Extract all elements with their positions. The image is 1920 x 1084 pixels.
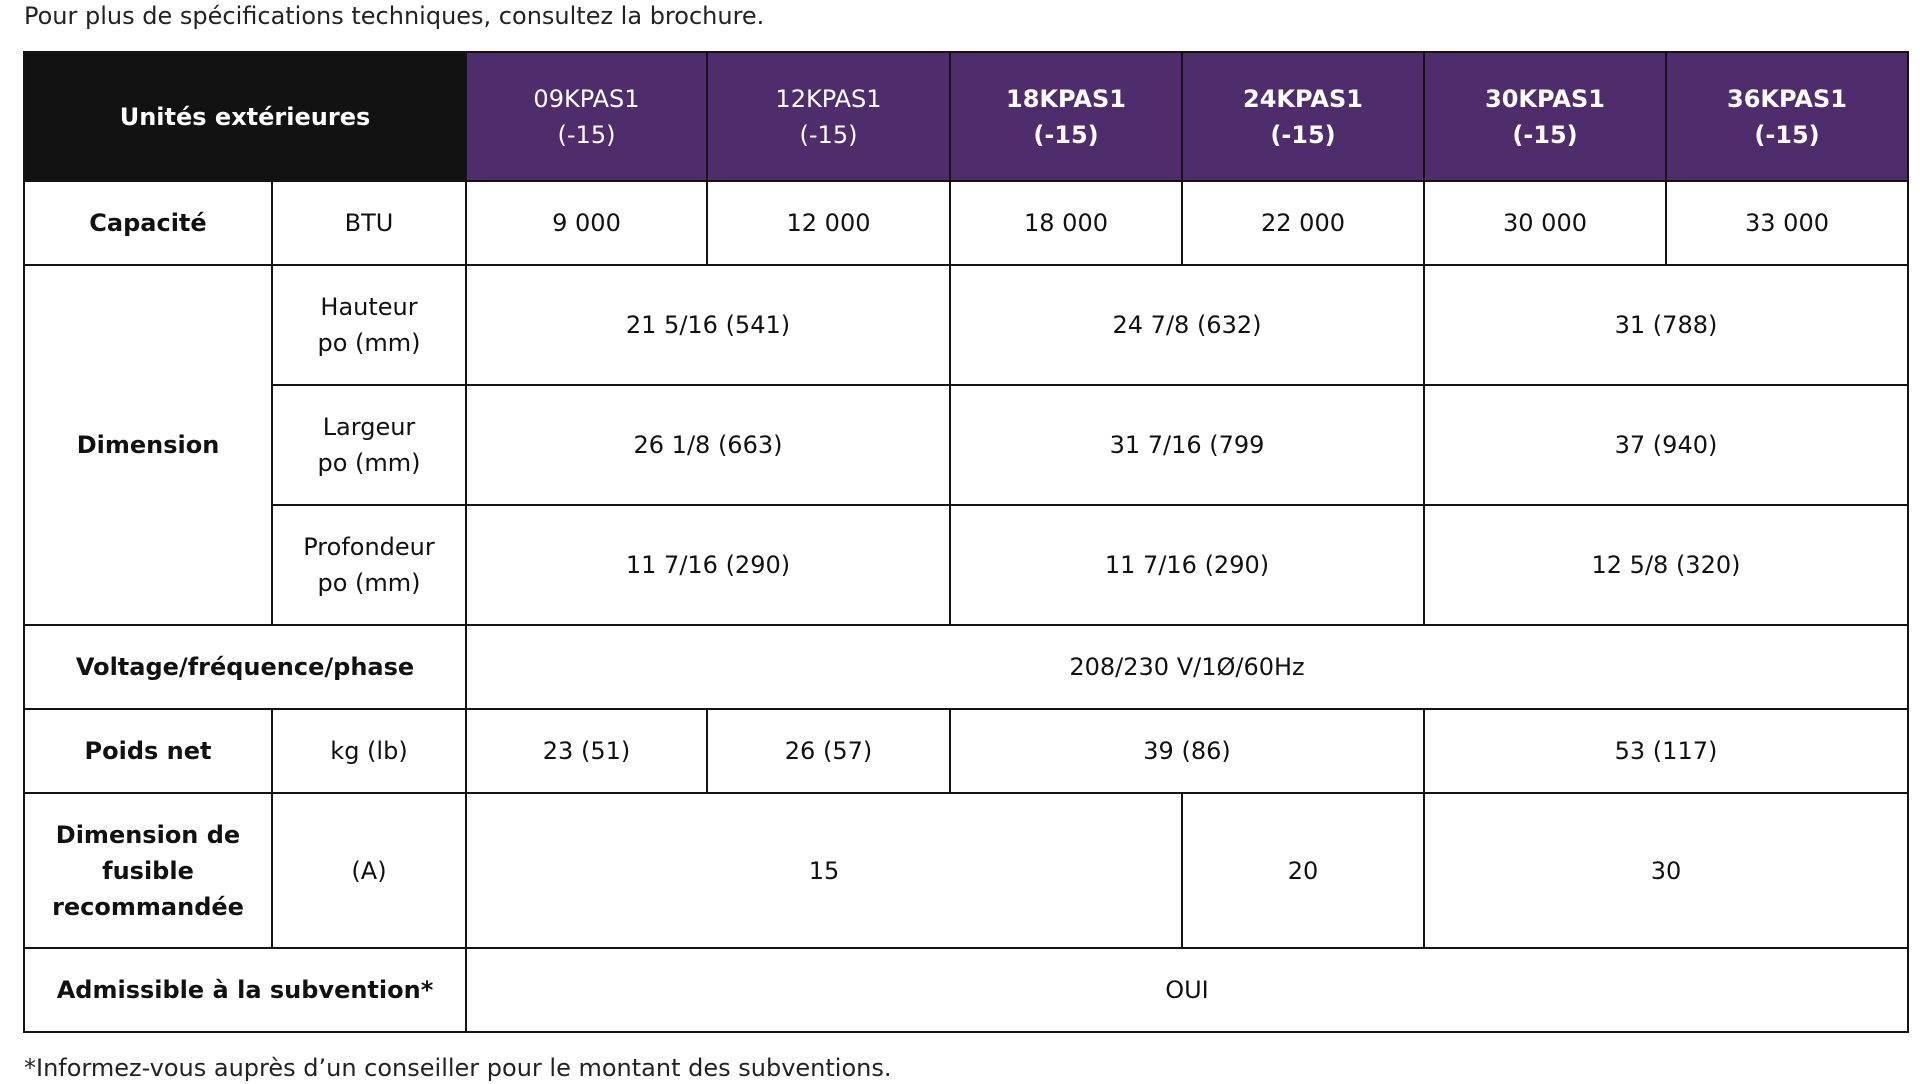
capacity-row: Capacité BTU 9 000 12 000 18 000 22 000 … xyxy=(23,180,1909,266)
model-header: 30KPAS1 (-15) xyxy=(1423,51,1667,182)
spec-table: Unités extérieures 09KPAS1 (-15) 12KPAS1… xyxy=(23,51,1909,1033)
row-label: Dimension xyxy=(23,264,273,626)
model-suffix: (-15) xyxy=(799,120,858,149)
unit-line: Profondeur xyxy=(303,533,435,561)
header-corner: Unités extérieures xyxy=(23,51,467,182)
model-header: 09KPAS1 (-15) xyxy=(465,51,708,182)
table-cell: 12 000 xyxy=(706,180,951,266)
footnote: *Informez-vous auprès d’un conseiller po… xyxy=(24,1054,892,1082)
unit-line: po (mm) xyxy=(317,449,421,477)
model-header: 18KPAS1 (-15) xyxy=(949,51,1183,182)
table-cell: 53 (117) xyxy=(1423,708,1909,794)
model-name: 30KPAS1 xyxy=(1485,84,1605,113)
model-suffix: (-15) xyxy=(1754,120,1820,149)
model-name: 12KPAS1 xyxy=(775,84,882,113)
model-name: 24KPAS1 xyxy=(1243,84,1363,113)
table-cell: 33 000 xyxy=(1665,180,1909,266)
row-unit: BTU xyxy=(271,180,467,266)
subsidy-row: Admissible à la subvention* OUI xyxy=(23,947,1909,1033)
unit-line: po (mm) xyxy=(317,569,421,597)
table-cell: 37 (940) xyxy=(1423,384,1909,506)
table-cell: 20 xyxy=(1181,792,1425,949)
table-cell: 31 (788) xyxy=(1423,264,1909,386)
unit-line: Hauteur xyxy=(320,293,418,321)
table-cell: OUI xyxy=(465,947,1909,1033)
fuse-row: Dimension de fusible recommandée (A) 15 … xyxy=(23,792,1909,949)
model-header: 12KPAS1 (-15) xyxy=(706,51,951,182)
table-cell: 208/230 V/1Ø/60Hz xyxy=(465,624,1909,710)
table-cell: 30 000 xyxy=(1423,180,1667,266)
model-name: 09KPAS1 xyxy=(533,84,640,113)
table-cell: 15 xyxy=(465,792,1183,949)
table-cell: 24 7/8 (632) xyxy=(949,264,1425,386)
weight-row: Poids net kg (lb) 23 (51) 26 (57) 39 (86… xyxy=(23,708,1909,794)
row-unit: kg (lb) xyxy=(271,708,467,794)
row-unit: Largeur po (mm) xyxy=(271,384,467,506)
intro-text: Pour plus de spécifications techniques, … xyxy=(24,2,765,30)
table-cell: 12 5/8 (320) xyxy=(1423,504,1909,626)
unit-line: Largeur xyxy=(322,413,416,441)
row-label: Poids net xyxy=(23,708,273,794)
row-unit: (A) xyxy=(271,792,467,949)
table-cell: 18 000 xyxy=(949,180,1183,266)
table-cell: 9 000 xyxy=(465,180,708,266)
row-label: Voltage/fréquence/phase xyxy=(23,624,467,710)
table-cell: 22 000 xyxy=(1181,180,1425,266)
model-name: 18KPAS1 xyxy=(1006,84,1126,113)
model-suffix: (-15) xyxy=(1270,120,1336,149)
table-cell: 23 (51) xyxy=(465,708,708,794)
table-cell: 31 7/16 (799 xyxy=(949,384,1425,506)
header-row: Unités extérieures 09KPAS1 (-15) 12KPAS1… xyxy=(23,51,1909,182)
model-suffix: (-15) xyxy=(557,120,616,149)
table-cell: 26 (57) xyxy=(706,708,951,794)
model-suffix: (-15) xyxy=(1512,120,1578,149)
table-cell: 21 5/16 (541) xyxy=(465,264,951,386)
row-label: Capacité xyxy=(23,180,273,266)
dimension-width-row: Largeur po (mm) 26 1/8 (663) 31 7/16 (79… xyxy=(24,384,1909,506)
model-header: 24KPAS1 (-15) xyxy=(1181,51,1425,182)
table-cell: 11 7/16 (290) xyxy=(949,504,1425,626)
table-cell: 26 1/8 (663) xyxy=(465,384,951,506)
table-cell: 39 (86) xyxy=(949,708,1425,794)
dimension-depth-row: Profondeur po (mm) 11 7/16 (290) 11 7/16… xyxy=(24,504,1909,626)
table-cell: 11 7/16 (290) xyxy=(465,504,951,626)
dimension-height-row: Dimension Hauteur po (mm) 21 5/16 (541) … xyxy=(23,264,1909,626)
model-header: 36KPAS1 (-15) xyxy=(1665,51,1909,182)
row-label: Dimension de fusible recommandée xyxy=(23,792,273,949)
unit-line: po (mm) xyxy=(317,329,421,357)
row-unit: Profondeur po (mm) xyxy=(271,504,467,626)
table-cell: 30 xyxy=(1423,792,1909,949)
model-name: 36KPAS1 xyxy=(1727,84,1847,113)
row-unit: Hauteur po (mm) xyxy=(271,264,467,386)
voltage-row: Voltage/fréquence/phase 208/230 V/1Ø/60H… xyxy=(23,624,1909,710)
model-suffix: (-15) xyxy=(1033,120,1099,149)
row-label: Admissible à la subvention* xyxy=(23,947,467,1033)
